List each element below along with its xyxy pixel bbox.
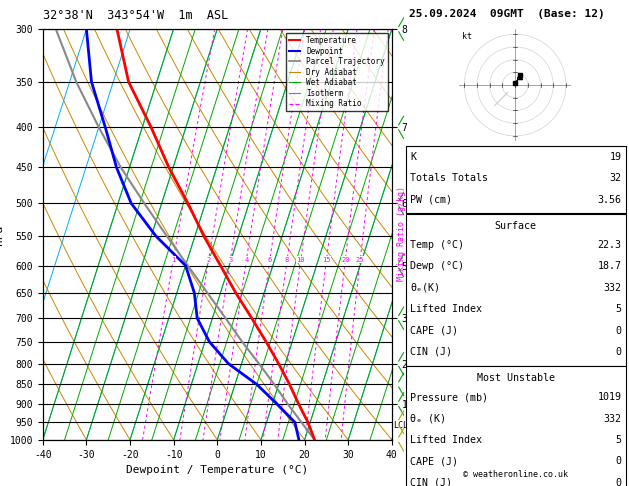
Text: 332: 332 (603, 414, 621, 424)
Text: 32: 32 (610, 173, 621, 183)
Text: 25.09.2024  09GMT  (Base: 12): 25.09.2024 09GMT (Base: 12) (409, 9, 604, 19)
Text: 18.7: 18.7 (598, 261, 621, 271)
Text: 2: 2 (206, 257, 211, 263)
Text: 5: 5 (615, 435, 621, 445)
Text: Lifted Index: Lifted Index (410, 304, 482, 314)
X-axis label: Dewpoint / Temperature (°C): Dewpoint / Temperature (°C) (126, 465, 308, 475)
Text: 1: 1 (171, 257, 175, 263)
Text: θₑ(K): θₑ(K) (410, 283, 440, 293)
Text: 25: 25 (356, 257, 364, 263)
Y-axis label: km
ASL: km ASL (413, 226, 435, 243)
FancyBboxPatch shape (406, 366, 626, 486)
Text: 19: 19 (610, 152, 621, 162)
FancyBboxPatch shape (406, 146, 626, 213)
Text: Totals Totals: Totals Totals (410, 173, 488, 183)
Text: 20: 20 (341, 257, 350, 263)
Text: 3: 3 (228, 257, 233, 263)
Text: Lifted Index: Lifted Index (410, 435, 482, 445)
Text: 15: 15 (322, 257, 331, 263)
Text: 0: 0 (615, 326, 621, 335)
Text: CIN (J): CIN (J) (410, 347, 452, 357)
Text: 0: 0 (615, 478, 621, 486)
Text: CAPE (J): CAPE (J) (410, 326, 458, 335)
Text: 32°38'N  343°54'W  1m  ASL: 32°38'N 343°54'W 1m ASL (43, 9, 228, 22)
Text: 22.3: 22.3 (598, 240, 621, 250)
Text: K: K (410, 152, 416, 162)
Text: 4: 4 (244, 257, 248, 263)
Text: CIN (J): CIN (J) (410, 478, 452, 486)
Text: 1019: 1019 (598, 392, 621, 402)
FancyBboxPatch shape (406, 214, 626, 366)
Legend: Temperature, Dewpoint, Parcel Trajectory, Dry Adiabat, Wet Adiabat, Isotherm, Mi: Temperature, Dewpoint, Parcel Trajectory… (286, 33, 388, 111)
Text: © weatheronline.co.uk: © weatheronline.co.uk (464, 470, 568, 479)
Text: θₑ (K): θₑ (K) (410, 414, 446, 424)
Text: kt: kt (462, 32, 472, 41)
Text: LCL: LCL (393, 421, 408, 431)
Text: 3.56: 3.56 (598, 194, 621, 205)
Text: Temp (°C): Temp (°C) (410, 240, 464, 250)
Text: CAPE (J): CAPE (J) (410, 456, 458, 467)
Text: 10: 10 (296, 257, 305, 263)
Text: Most Unstable: Most Unstable (477, 373, 555, 383)
Text: 5: 5 (615, 304, 621, 314)
Text: 0: 0 (615, 347, 621, 357)
Text: 0: 0 (615, 456, 621, 467)
Text: 332: 332 (603, 283, 621, 293)
Text: Surface: Surface (495, 221, 537, 230)
Text: Pressure (mb): Pressure (mb) (410, 392, 488, 402)
Text: PW (cm): PW (cm) (410, 194, 452, 205)
Text: 8: 8 (285, 257, 289, 263)
Y-axis label: hPa: hPa (0, 225, 4, 244)
Text: Dewp (°C): Dewp (°C) (410, 261, 464, 271)
Text: Mixing Ratio (g/kg): Mixing Ratio (g/kg) (397, 186, 406, 281)
Text: 6: 6 (268, 257, 272, 263)
